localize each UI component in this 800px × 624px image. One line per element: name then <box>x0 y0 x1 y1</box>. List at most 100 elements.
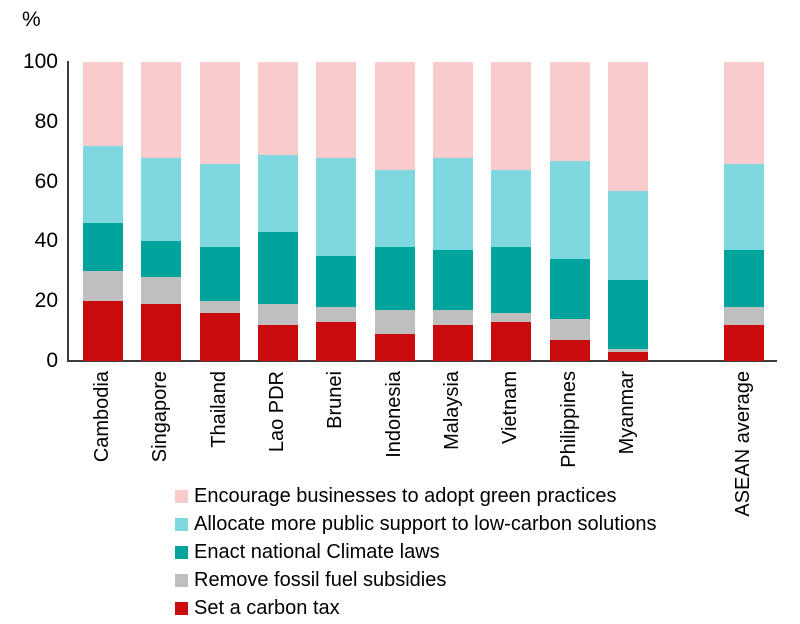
bar-segment-vietnam-set-a-carbon-tax <box>491 322 532 361</box>
x-tick-label-thailand: Thailand <box>207 371 230 448</box>
y-tick-label-80: 80 <box>34 109 58 133</box>
bar-segment-myanmar-remove-fossil-fuel-subsi <box>607 349 648 353</box>
bar-segment-cambodia-encourage-businesses-to- <box>83 62 123 146</box>
bar-segment-indonesia-set-a-carbon-tax <box>374 334 415 361</box>
x-tick-label-indonesia: Indonesia <box>382 371 405 458</box>
bar-segment-singapore-set-a-carbon-tax <box>141 304 182 361</box>
bar-segment-malaysia-allocate-more-public-sup <box>432 157 473 251</box>
bar-segment-asean-average-allocate-more-public-sup <box>724 163 764 251</box>
bar-segment-vietnam-remove-fossil-fuel-subsi <box>491 313 532 323</box>
x-tick-label-cambodia: Cambodia <box>91 371 113 463</box>
legend-label: Remove fossil fuel subsidies <box>194 568 447 591</box>
bar-segment-malaysia-set-a-carbon-tax <box>432 325 473 361</box>
bar-segment-indonesia-encourage-businesses-to- <box>374 62 415 170</box>
bar-segment-asean-average-remove-fossil-fuel-subsi <box>724 307 764 326</box>
bar-segment-singapore-remove-fossil-fuel-subsi <box>141 277 182 305</box>
x-tick-label-brunei: Brunei <box>324 371 347 429</box>
y-tick-label-100: 100 <box>22 50 58 73</box>
bar-segment-vietnam-enact-national-climate-l <box>491 247 532 314</box>
bar-thailand <box>199 62 240 361</box>
bar-segment-lao-pdr-remove-fossil-fuel-subsi <box>257 304 298 326</box>
bar-vietnam <box>491 62 532 361</box>
bar-segment-lao-pdr-allocate-more-public-sup <box>257 154 298 233</box>
y-tick-label-60: 60 <box>34 169 58 193</box>
bar-segment-brunei-remove-fossil-fuel-subsi <box>316 307 357 323</box>
bar-segment-myanmar-encourage-businesses-to- <box>607 62 648 191</box>
bar-segment-malaysia-remove-fossil-fuel-subsi <box>432 310 473 326</box>
bar-segment-vietnam-encourage-businesses-to- <box>491 62 532 170</box>
bar-segment-singapore-enact-national-climate-l <box>141 241 182 278</box>
bar-segment-philippines-allocate-more-public-sup <box>549 160 590 260</box>
bar-lao-pdr <box>257 62 298 361</box>
legend-swatch-icon <box>175 489 188 503</box>
bar-philippines <box>549 62 590 361</box>
bar-segment-thailand-allocate-more-public-sup <box>199 163 240 248</box>
bar-segment-singapore-encourage-businesses-to- <box>141 62 182 158</box>
bar-segment-asean-average-set-a-carbon-tax <box>724 325 764 361</box>
x-tick-label-philippines: Philippines <box>557 371 580 468</box>
bar-segment-indonesia-enact-national-climate-l <box>374 247 415 311</box>
y-axis-line <box>67 61 69 361</box>
legend-label: Enact national Climate laws <box>194 540 440 563</box>
y-tick-label-20: 20 <box>34 289 58 313</box>
bar-singapore <box>141 62 182 361</box>
legend-swatch-icon <box>175 545 188 559</box>
bar-malaysia <box>432 62 473 361</box>
x-axis-line <box>67 360 777 362</box>
bar-segment-myanmar-enact-national-climate-l <box>607 280 648 350</box>
legend-swatch-icon <box>175 517 188 531</box>
bar-segment-singapore-allocate-more-public-sup <box>141 157 182 242</box>
legend-label: Set a carbon tax <box>194 596 340 619</box>
bar-segment-asean-average-enact-national-climate-l <box>724 250 764 308</box>
bar-segment-malaysia-encourage-businesses-to- <box>432 62 473 158</box>
bar-asean-average <box>724 62 764 361</box>
bar-brunei <box>316 62 357 361</box>
x-tick-label-singapore: Singapore <box>149 371 172 463</box>
y-tick-label-40: 40 <box>34 229 58 253</box>
bar-segment-philippines-set-a-carbon-tax <box>549 340 590 361</box>
legend: Encourage businesses to adopt green prac… <box>175 482 656 622</box>
bar-segment-cambodia-remove-fossil-fuel-subsi <box>83 271 123 302</box>
bar-segment-thailand-encourage-businesses-to- <box>199 62 240 164</box>
bar-segment-brunei-set-a-carbon-tax <box>316 322 357 361</box>
bar-segment-lao-pdr-encourage-businesses-to- <box>257 62 298 155</box>
bar-segment-myanmar-allocate-more-public-sup <box>607 190 648 281</box>
bar-segment-brunei-allocate-more-public-sup <box>316 157 357 257</box>
bar-segment-thailand-set-a-carbon-tax <box>199 313 240 361</box>
legend-label: Encourage businesses to adopt green prac… <box>194 484 617 507</box>
y-tick-label-0: 0 <box>46 349 58 372</box>
bar-segment-brunei-enact-national-climate-l <box>316 256 357 308</box>
bar-segment-myanmar-set-a-carbon-tax <box>607 352 648 361</box>
bar-segment-thailand-enact-national-climate-l <box>199 247 240 302</box>
bar-segment-lao-pdr-set-a-carbon-tax <box>257 325 298 361</box>
legend-item-set-a-carbon-tax: Set a carbon tax <box>175 594 656 622</box>
bar-segment-vietnam-allocate-more-public-sup <box>491 169 532 248</box>
legend-item-allocate-more-public-support: Allocate more public support to low-carb… <box>175 510 656 538</box>
bar-segment-indonesia-allocate-more-public-sup <box>374 169 415 248</box>
bar-cambodia <box>83 62 123 361</box>
x-tick-label-asean-average: ASEAN average <box>732 371 754 517</box>
legend-item-remove-fossil-fuel-subsidies: Remove fossil fuel subsidies <box>175 566 656 594</box>
x-tick-label-lao-pdr: Lao PDR <box>265 371 288 453</box>
legend-item-enact-national-climate-laws: Enact national Climate laws <box>175 538 656 566</box>
x-tick-label-vietnam: Vietnam <box>499 371 522 445</box>
legend-item-encourage-businesses-to-adop: Encourage businesses to adopt green prac… <box>175 482 656 510</box>
bar-segment-indonesia-remove-fossil-fuel-subsi <box>374 310 415 335</box>
legend-label: Allocate more public support to low-carb… <box>194 512 657 535</box>
bar-segment-cambodia-enact-national-climate-l <box>83 223 123 272</box>
bar-segment-philippines-encourage-businesses-to- <box>549 62 590 161</box>
y-axis-unit-label: % <box>22 8 41 31</box>
bar-segment-asean-average-encourage-businesses-to- <box>724 62 764 164</box>
bar-segment-thailand-remove-fossil-fuel-subsi <box>199 301 240 314</box>
bar-segment-malaysia-enact-national-climate-l <box>432 250 473 311</box>
bar-indonesia <box>374 62 415 361</box>
x-tick-label-myanmar: Myanmar <box>615 371 638 455</box>
x-tick-label-malaysia: Malaysia <box>440 371 463 450</box>
bar-segment-lao-pdr-enact-national-climate-l <box>257 232 298 305</box>
legend-swatch-icon <box>175 601 188 615</box>
bar-segment-philippines-enact-national-climate-l <box>549 259 590 320</box>
bar-segment-philippines-remove-fossil-fuel-subsi <box>549 319 590 341</box>
bar-segment-cambodia-allocate-more-public-sup <box>83 145 123 224</box>
legend-swatch-icon <box>175 573 188 587</box>
